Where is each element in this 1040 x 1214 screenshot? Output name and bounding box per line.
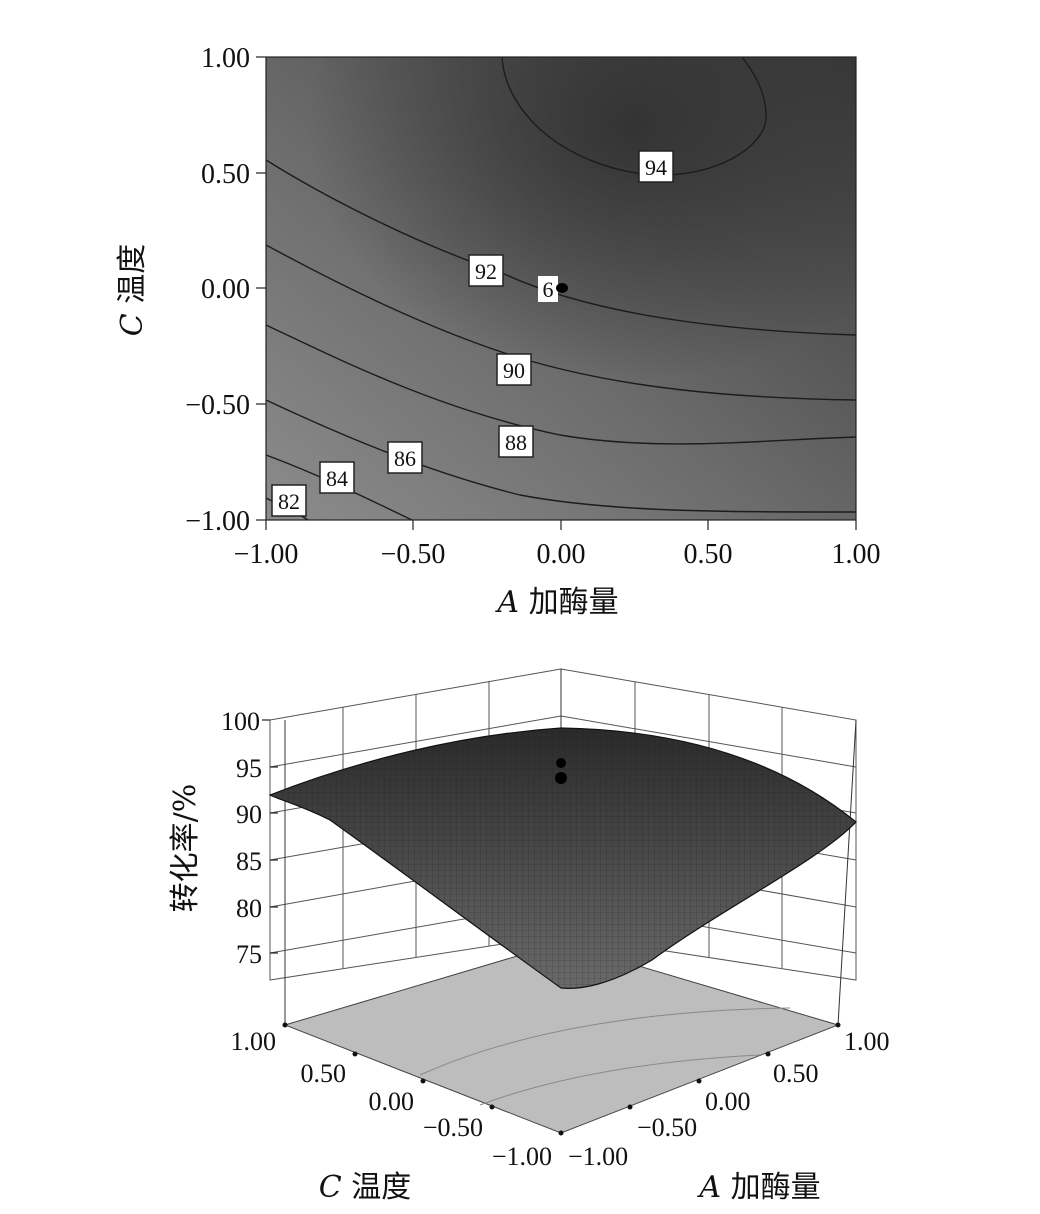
- contour-label-90-text: 90: [503, 358, 525, 383]
- contour-line-86: [265, 399, 857, 513]
- c-tick-label: −0.50: [423, 1113, 483, 1142]
- a-tick-label: 0.50: [773, 1059, 819, 1088]
- z-tick-labels: 100 95 90 85 80 75: [221, 707, 262, 969]
- contour-y-axis-title: C 温度: [115, 244, 150, 337]
- contour-label-82-text: 82: [278, 489, 300, 514]
- contour-line-94: [501, 56, 767, 176]
- c-axis-title: C 温度: [319, 1170, 412, 1205]
- surface-design-point: [556, 758, 566, 768]
- y-tick-label: −0.50: [185, 390, 250, 421]
- y-tick-label: 1.00: [201, 43, 250, 74]
- contour-label-84-text: 84: [326, 466, 348, 491]
- z-tick-label: 100: [221, 707, 260, 736]
- contour-line-88: [265, 324, 857, 445]
- floor-ticks: [282, 1022, 841, 1136]
- contour-y-tick-labels: −1.00 −0.50 0.00 0.50 1.00: [185, 43, 250, 537]
- contour-label-92-text: 92: [475, 259, 497, 284]
- y-tick-label: 0.50: [201, 159, 250, 190]
- contour-plot: 94 92 90 88 86 84: [115, 43, 881, 620]
- floor-contours: [419, 1007, 791, 1106]
- z-tick-label: 75: [236, 940, 262, 969]
- x-tick-label: 0.50: [684, 539, 733, 570]
- c-tick-label: 1.00: [231, 1027, 277, 1056]
- a-tick-label: −1.00: [568, 1142, 628, 1171]
- design-point: 6: [538, 276, 568, 302]
- a-tick-label: 1.00: [844, 1027, 890, 1056]
- a-tick-label: 0.00: [705, 1087, 751, 1116]
- a-axis-tick-labels: −1.00 −0.50 0.00 0.50 1.00: [568, 1027, 890, 1171]
- contour-label-84: 84: [319, 461, 355, 494]
- contour-label-82: 82: [271, 484, 307, 517]
- y-tick-label: 0.00: [201, 274, 250, 305]
- contour-label-86: 86: [387, 441, 423, 474]
- design-point-marker: [556, 283, 568, 293]
- x-tick-label: −0.50: [381, 539, 446, 570]
- contour-label-88: 88: [498, 425, 534, 458]
- c-tick-label: 0.50: [301, 1059, 347, 1088]
- z-axis: [262, 719, 278, 954]
- z-tick-label: 90: [236, 800, 262, 829]
- z-axis-title: 转化率/%: [168, 784, 203, 913]
- x-tick-label: 0.00: [537, 539, 586, 570]
- surface-design-point: [555, 772, 567, 784]
- contour-label-86-text: 86: [394, 446, 416, 471]
- design-point-label: 6: [543, 277, 554, 302]
- y-tick-label: −1.00: [185, 506, 250, 537]
- contour-labels: 94 92 90 88 86 84: [271, 150, 674, 517]
- contour-label-88-text: 88: [505, 430, 527, 455]
- surface-design-points: [555, 758, 567, 784]
- contour-x-tick-labels: −1.00 −0.50 0.00 0.50 1.00: [234, 539, 881, 570]
- c-tick-label: 0.00: [369, 1087, 415, 1116]
- z-tick-label: 95: [236, 754, 262, 783]
- x-tick-label: −1.00: [234, 539, 299, 570]
- contour-label-94-text: 94: [645, 155, 667, 180]
- contour-label-94: 94: [638, 150, 674, 183]
- z-tick-label: 80: [236, 894, 262, 923]
- contour-label-90: 90: [496, 353, 532, 386]
- contour-x-axis-title: A 加酶量: [494, 585, 618, 620]
- x-tick-label: 1.00: [832, 539, 881, 570]
- a-tick-label: −0.50: [637, 1113, 697, 1142]
- response-surface: [268, 727, 857, 989]
- contour-x-ticks: [265, 520, 857, 530]
- a-axis-title: A 加酶量: [696, 1170, 820, 1205]
- contour-y-ticks: [256, 56, 266, 521]
- surface-plot: 100 95 90 85 80 75 转化率/% 1.00 0.50 0.00 …: [168, 668, 890, 1205]
- c-axis-tick-labels: 1.00 0.50 0.00 −0.50 −1.00: [231, 1027, 553, 1171]
- z-tick-label: 85: [236, 847, 262, 876]
- contour-line-92: [265, 159, 857, 336]
- contour-label-92: 92: [468, 254, 504, 287]
- c-tick-label: −1.00: [492, 1142, 552, 1171]
